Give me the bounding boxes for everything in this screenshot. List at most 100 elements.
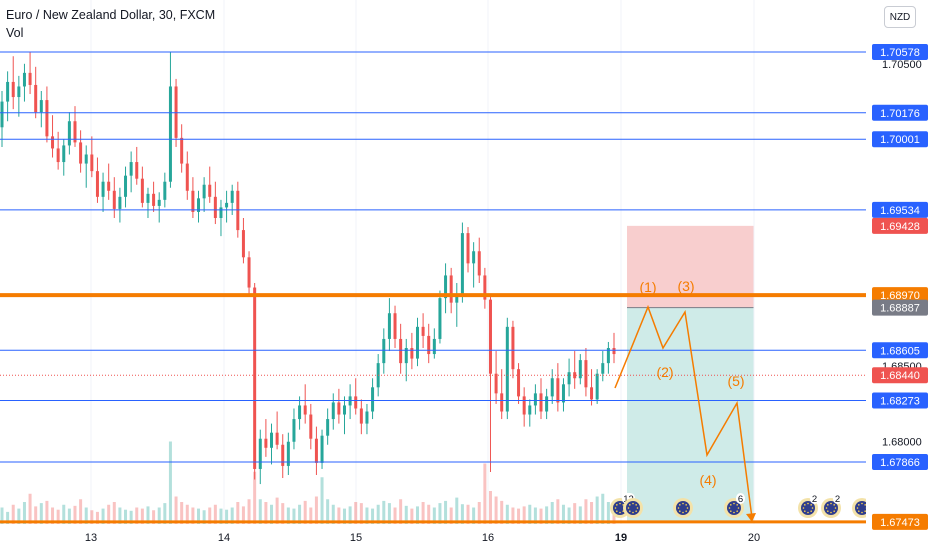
candle-body[interactable]: [522, 396, 526, 415]
candle-body[interactable]: [11, 81, 15, 98]
candle-body[interactable]: [309, 414, 313, 439]
candle-body[interactable]: [129, 162, 133, 176]
candle-body[interactable]: [444, 275, 448, 299]
candle-body[interactable]: [258, 438, 262, 469]
candle-body[interactable]: [292, 419, 296, 442]
candle-body[interactable]: [236, 190, 240, 231]
level-price-tag[interactable]: [872, 454, 928, 470]
candle-body[interactable]: [6, 81, 10, 102]
candle-body[interactable]: [51, 136, 55, 149]
candle-body[interactable]: [427, 335, 431, 355]
candle-body[interactable]: [112, 190, 116, 209]
stop-loss-price-tag[interactable]: [872, 217, 928, 234]
currency-button[interactable]: NZD: [884, 6, 916, 28]
candle-body[interactable]: [528, 405, 532, 415]
candle-body[interactable]: [421, 326, 425, 336]
candle-body[interactable]: [584, 360, 588, 388]
candle-body[interactable]: [275, 432, 279, 445]
candle-body[interactable]: [84, 154, 88, 164]
candle-body[interactable]: [393, 313, 397, 339]
candle-body[interactable]: [17, 86, 21, 98]
candle-body[interactable]: [101, 181, 105, 197]
candle-body[interactable]: [382, 338, 386, 364]
candle-body[interactable]: [477, 251, 481, 276]
candle-body[interactable]: [342, 405, 346, 415]
event-marker[interactable]: 2: [821, 493, 842, 518]
candle-body[interactable]: [314, 438, 318, 463]
entry-price-tag[interactable]: [872, 299, 928, 316]
candle-body[interactable]: [208, 184, 212, 197]
candle-body[interactable]: [483, 275, 487, 300]
take-profit-zone[interactable]: [627, 307, 754, 522]
candle-body[interactable]: [595, 373, 599, 400]
candle-body[interactable]: [511, 326, 515, 370]
candle-body[interactable]: [365, 411, 369, 424]
candle-body[interactable]: [326, 419, 330, 436]
candle-body[interactable]: [241, 230, 245, 258]
candle-body[interactable]: [118, 196, 122, 209]
candle-body[interactable]: [174, 86, 178, 138]
candle-body[interactable]: [152, 193, 156, 206]
event-marker[interactable]: [673, 498, 693, 518]
candle-body[interactable]: [39, 100, 43, 113]
candle-body[interactable]: [449, 275, 453, 303]
candle-body[interactable]: [359, 408, 363, 424]
price-axis[interactable]: [866, 0, 932, 524]
candle-body[interactable]: [56, 148, 60, 163]
candle-body[interactable]: [601, 363, 605, 374]
candle-body[interactable]: [488, 299, 492, 374]
candle-body[interactable]: [404, 348, 408, 364]
candle-body[interactable]: [578, 360, 582, 379]
candle-body[interactable]: [0, 101, 4, 128]
candle-body[interactable]: [573, 372, 577, 379]
candle-body[interactable]: [387, 313, 391, 339]
event-marker[interactable]: 2: [798, 493, 819, 518]
candle-body[interactable]: [28, 72, 32, 85]
level-price-tag[interactable]: [872, 44, 928, 60]
candle-body[interactable]: [438, 298, 442, 339]
candle-body[interactable]: [191, 190, 195, 212]
candle-body[interactable]: [472, 251, 476, 264]
candle-body[interactable]: [494, 373, 498, 394]
candle-body[interactable]: [230, 190, 234, 203]
level-price-tag[interactable]: [872, 392, 928, 409]
candle-body[interactable]: [410, 348, 414, 359]
key-level-price-tag[interactable]: [872, 287, 928, 304]
wave-projection-path[interactable]: [614, 304, 753, 519]
candle-body[interactable]: [180, 137, 184, 164]
candle-body[interactable]: [247, 257, 251, 288]
candle-body[interactable]: [225, 202, 229, 208]
candle-body[interactable]: [371, 387, 375, 412]
candle-body[interactable]: [270, 432, 274, 448]
event-marker[interactable]: 6: [724, 493, 745, 518]
candle-body[interactable]: [107, 181, 111, 191]
volume-indicator-label[interactable]: Vol: [6, 26, 24, 40]
level-price-tag[interactable]: [872, 131, 928, 148]
candle-body[interactable]: [432, 338, 436, 355]
candle-body[interactable]: [533, 393, 537, 406]
candle-body[interactable]: [354, 396, 358, 409]
candle-body[interactable]: [561, 384, 565, 403]
candle-body[interactable]: [466, 233, 470, 264]
candle-body[interactable]: [157, 199, 161, 206]
candle-body[interactable]: [73, 121, 77, 143]
level-price-tag[interactable]: [872, 342, 928, 359]
candle-body[interactable]: [303, 405, 307, 415]
candle-body[interactable]: [500, 393, 504, 412]
candle-body[interactable]: [590, 387, 594, 400]
candle-body[interactable]: [505, 326, 509, 412]
event-marker[interactable]: [623, 498, 643, 518]
candle-body[interactable]: [163, 181, 167, 200]
candle-body[interactable]: [298, 405, 302, 420]
candle-body[interactable]: [202, 184, 206, 199]
candle-body[interactable]: [399, 338, 403, 364]
candle-body[interactable]: [281, 444, 285, 466]
candle-body[interactable]: [320, 435, 324, 463]
level-price-tag[interactable]: [872, 201, 928, 218]
candle-body[interactable]: [612, 348, 616, 355]
candle-body[interactable]: [22, 72, 26, 87]
time-axis[interactable]: [0, 524, 932, 550]
candle-body[interactable]: [95, 171, 99, 197]
candle-body[interactable]: [337, 402, 341, 415]
candle-body[interactable]: [124, 175, 128, 197]
